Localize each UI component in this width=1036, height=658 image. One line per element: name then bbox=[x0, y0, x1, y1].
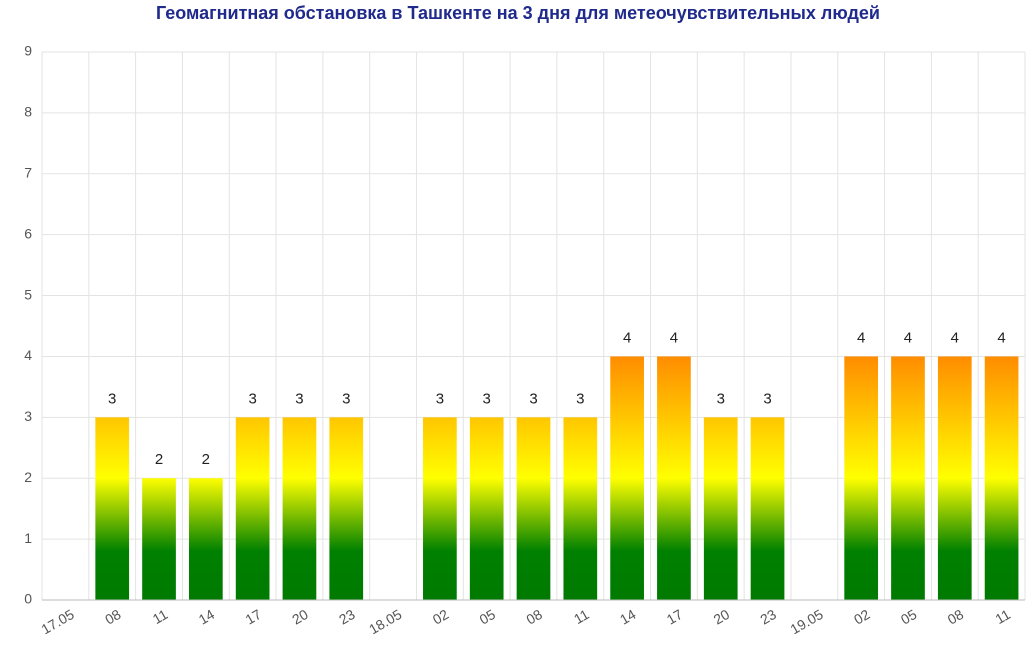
x-tick-label: 20 bbox=[289, 606, 311, 628]
x-tick-label: 23 bbox=[336, 606, 358, 628]
y-tick-label: 9 bbox=[24, 43, 32, 59]
y-tick-label: 2 bbox=[24, 469, 32, 485]
bar bbox=[282, 417, 317, 600]
x-tick-label: 05 bbox=[477, 606, 499, 628]
y-tick-label: 4 bbox=[24, 347, 32, 363]
bar bbox=[937, 356, 972, 600]
bar bbox=[235, 417, 270, 600]
bar bbox=[469, 417, 504, 600]
bar bbox=[516, 417, 551, 600]
y-tick-label: 0 bbox=[24, 591, 32, 607]
bar bbox=[984, 356, 1019, 600]
bar bbox=[610, 356, 644, 600]
y-tick-label: 8 bbox=[24, 104, 32, 120]
value-label: 3 bbox=[295, 390, 303, 407]
value-label: 4 bbox=[997, 329, 1005, 346]
x-tick-label: 05 bbox=[898, 606, 920, 628]
chart-title: Геомагнитная обстановка в Ташкенте на 3 … bbox=[156, 3, 880, 23]
value-label: 2 bbox=[202, 451, 210, 468]
bar bbox=[891, 356, 925, 600]
x-tick-label: 02 bbox=[851, 606, 873, 628]
x-tick-label: 17.05 bbox=[38, 606, 77, 637]
value-label: 3 bbox=[717, 390, 725, 407]
value-label: 2 bbox=[155, 451, 163, 468]
value-label: 3 bbox=[342, 390, 350, 407]
x-tick-label: 20 bbox=[711, 606, 733, 628]
bar bbox=[703, 417, 738, 600]
bar bbox=[844, 356, 879, 600]
value-label: 4 bbox=[951, 329, 959, 346]
x-tick-label: 18.05 bbox=[366, 606, 405, 637]
y-tick-label: 5 bbox=[24, 286, 32, 302]
bar bbox=[95, 417, 130, 600]
bar bbox=[657, 356, 691, 600]
x-tick-label: 14 bbox=[196, 606, 218, 628]
bar bbox=[423, 417, 457, 600]
bar bbox=[188, 478, 223, 600]
x-tick-label: 14 bbox=[617, 606, 639, 628]
x-tick-label: 11 bbox=[992, 606, 1013, 627]
value-label: 4 bbox=[670, 329, 678, 346]
y-tick-label: 7 bbox=[24, 164, 32, 180]
y-tick-label: 1 bbox=[24, 530, 32, 546]
value-label: 3 bbox=[483, 390, 491, 407]
x-tick-label: 08 bbox=[945, 606, 967, 628]
value-label: 3 bbox=[248, 390, 256, 407]
bar bbox=[142, 478, 176, 600]
value-label: 3 bbox=[108, 390, 116, 407]
bar bbox=[329, 417, 364, 600]
x-tick-label: 11 bbox=[571, 606, 592, 627]
value-label: 4 bbox=[623, 329, 631, 346]
value-label: 3 bbox=[529, 390, 537, 407]
value-label: 3 bbox=[576, 390, 584, 407]
x-tick-label: 23 bbox=[757, 606, 779, 628]
x-tick-label: 08 bbox=[102, 606, 124, 628]
x-tick-label: 17 bbox=[664, 606, 686, 628]
value-label: 3 bbox=[763, 390, 771, 407]
x-tick-label: 02 bbox=[430, 606, 452, 628]
x-tick-label: 08 bbox=[523, 606, 545, 628]
value-label: 4 bbox=[904, 329, 912, 346]
x-tick-label: 11 bbox=[150, 606, 171, 627]
x-tick-label: 17 bbox=[243, 606, 265, 628]
y-tick-label: 6 bbox=[24, 225, 32, 241]
x-tick-label: 19.05 bbox=[787, 606, 826, 637]
bar bbox=[563, 417, 598, 600]
y-tick-label: 3 bbox=[24, 408, 32, 424]
bar bbox=[750, 417, 785, 600]
value-label: 3 bbox=[436, 390, 444, 407]
value-label: 4 bbox=[857, 329, 865, 346]
